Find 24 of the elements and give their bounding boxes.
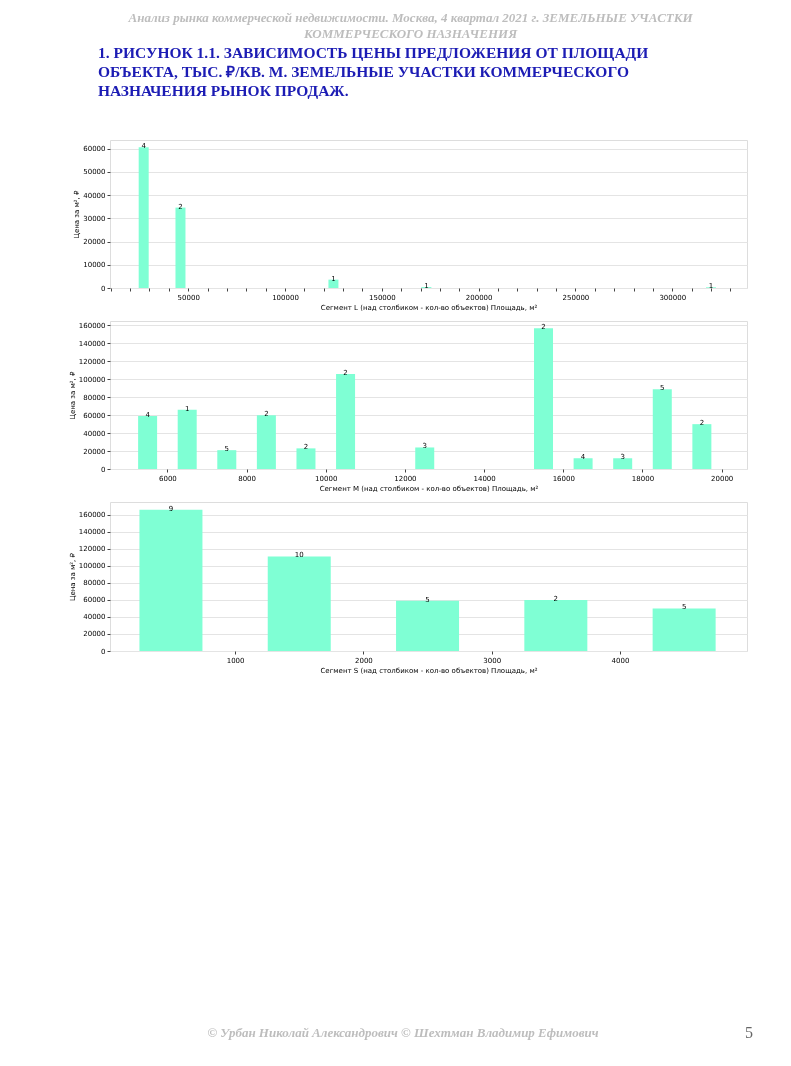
bar [336,373,356,469]
bar [613,458,633,469]
text: Анализ рынка коммерческой недвижимости. Москва, 4 квартал 2021 г. ЗЕМЕЛЬНЫЕ УЧАСТКИ КОММЕРЧЕСКОГО НАЗНАЧЕНИЯ [127,10,694,41]
bar [415,447,435,469]
bar [177,409,197,469]
bar [328,279,339,288]
bar [296,448,316,469]
bar [256,415,276,469]
bar [652,608,716,651]
bar [524,599,588,651]
bar [573,458,593,469]
bar [138,147,149,288]
bar [692,424,712,469]
text: © Урбан Николай Александрович © Шехтман Владимир Ефимович [207,1025,599,1040]
bar [396,600,460,651]
chart-title: 1. РИСУНОК 1.1. ЗАВИСИМОСТЬ ЦЕНЫ ПРЕДЛОЖЕНИЯ ОТ ПЛОЩАДИ ОБЪЕКТА, ТЫС. ₽/КВ. М. ЗЕМЕЛЬНЫЕ УЧАСТКИ КОММЕРЧЕСКОГО НАЗНАЧЕНИЯ РЫНОК ПРОДАЖ. [98,43,649,99]
bar [138,416,158,469]
text: 5 [745,1024,753,1041]
bar [652,389,672,469]
bar [217,450,237,469]
bar [139,509,203,651]
bar [175,207,186,288]
bar [267,556,331,651]
bar [534,328,554,469]
